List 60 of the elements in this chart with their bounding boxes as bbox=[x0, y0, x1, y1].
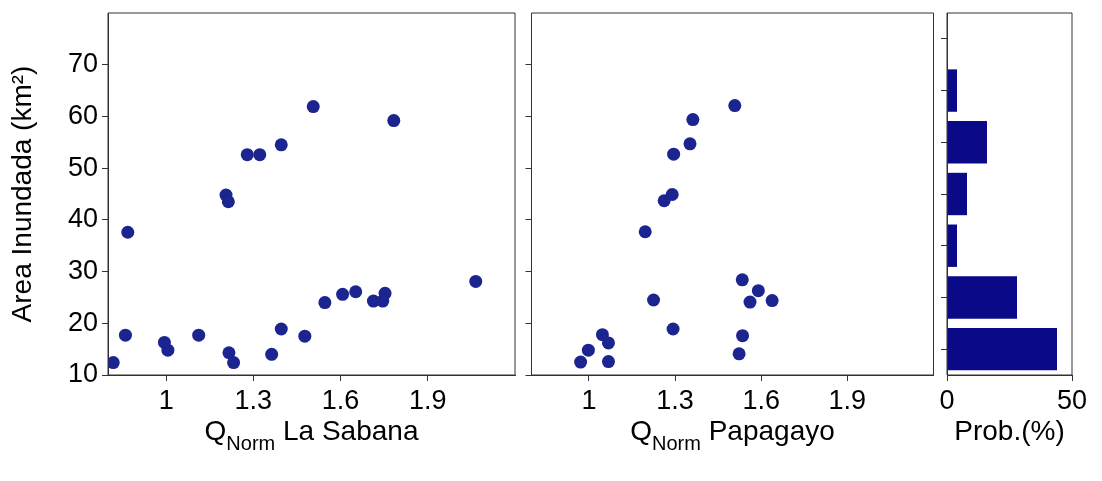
x-tick-label: 50 bbox=[1056, 384, 1088, 415]
x-tick-label: 1.6 bbox=[321, 384, 360, 415]
point bbox=[647, 293, 661, 307]
y-tick-label: 40 bbox=[67, 203, 98, 234]
x-axis-title: Prob.(%) bbox=[954, 415, 1065, 447]
x-axis-title: Q$_{Norm}$ Papagayo bbox=[630, 415, 835, 455]
point bbox=[765, 294, 779, 308]
point bbox=[657, 194, 671, 208]
point bbox=[306, 100, 320, 114]
point bbox=[581, 343, 595, 357]
y-tick-label: 70 bbox=[67, 48, 98, 79]
point bbox=[318, 296, 332, 310]
point bbox=[751, 284, 765, 298]
point bbox=[378, 286, 392, 300]
point bbox=[192, 328, 206, 342]
point bbox=[222, 346, 236, 360]
point bbox=[387, 114, 401, 128]
x-tick-label: 1.9 bbox=[828, 384, 867, 415]
point bbox=[743, 295, 757, 309]
y-tick-label: 20 bbox=[67, 306, 98, 337]
x-tick-label: 0 bbox=[939, 384, 955, 415]
point bbox=[121, 225, 135, 239]
point bbox=[683, 137, 697, 151]
point bbox=[221, 195, 235, 209]
point bbox=[349, 285, 363, 299]
point bbox=[574, 355, 588, 369]
point bbox=[601, 336, 615, 350]
point bbox=[161, 343, 175, 357]
point bbox=[253, 148, 267, 162]
y-axis-title: Area Inundada (km²) bbox=[6, 65, 38, 323]
point bbox=[601, 355, 615, 369]
x-tick-label: 1 bbox=[581, 384, 597, 415]
point bbox=[240, 148, 254, 162]
y-tick-label: 10 bbox=[67, 358, 98, 389]
y-tick-label: 30 bbox=[67, 255, 98, 286]
point bbox=[686, 113, 700, 127]
x-axis-title: Q$_{Norm}$ La Sabana bbox=[204, 415, 419, 455]
point bbox=[667, 147, 681, 161]
y-tick-label: 60 bbox=[67, 99, 98, 130]
point bbox=[732, 347, 746, 361]
y-tick-label: 50 bbox=[67, 151, 98, 182]
point bbox=[735, 273, 749, 287]
point bbox=[298, 329, 312, 343]
x-tick-label: 1.3 bbox=[656, 384, 694, 415]
point bbox=[666, 322, 680, 336]
x-tick-label: 1.6 bbox=[742, 384, 780, 415]
x-tick-label: 1 bbox=[158, 384, 174, 415]
point bbox=[336, 287, 350, 301]
point bbox=[736, 329, 750, 343]
point bbox=[265, 347, 279, 361]
x-tick-label: 1.3 bbox=[234, 384, 273, 415]
point bbox=[728, 99, 742, 113]
point bbox=[469, 274, 483, 288]
point bbox=[638, 225, 652, 239]
point bbox=[227, 356, 241, 370]
point bbox=[108, 356, 120, 370]
point bbox=[118, 328, 132, 342]
x-tick-label: 1.9 bbox=[409, 384, 447, 415]
point bbox=[274, 138, 288, 152]
point bbox=[274, 322, 288, 336]
